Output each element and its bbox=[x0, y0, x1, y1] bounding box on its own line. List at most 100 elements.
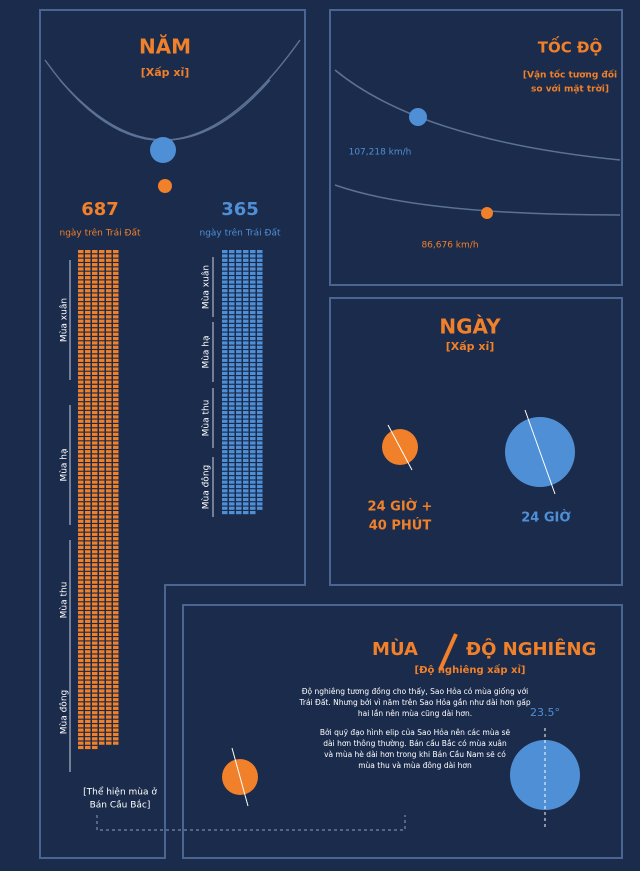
day-square bbox=[236, 376, 242, 380]
day-square bbox=[99, 519, 105, 523]
day-square bbox=[243, 463, 249, 467]
day-square bbox=[236, 358, 242, 362]
day-square bbox=[229, 323, 235, 328]
day-square bbox=[106, 698, 112, 702]
day-square bbox=[243, 467, 249, 471]
day-square bbox=[236, 406, 242, 410]
day-square bbox=[250, 467, 256, 471]
day-square bbox=[99, 450, 105, 454]
day-square bbox=[250, 476, 256, 480]
day-square bbox=[222, 310, 228, 315]
day-square bbox=[243, 280, 249, 284]
day-square bbox=[85, 289, 91, 293]
day-square bbox=[106, 541, 112, 545]
day-square bbox=[250, 371, 256, 375]
day-square bbox=[85, 371, 91, 375]
day-square bbox=[243, 402, 249, 406]
day-square bbox=[236, 502, 242, 506]
day-square bbox=[92, 384, 98, 389]
day-square bbox=[85, 441, 91, 445]
day-square bbox=[257, 250, 263, 254]
day-square bbox=[243, 250, 249, 254]
day-square bbox=[113, 506, 119, 510]
day-square bbox=[85, 463, 91, 467]
day-square bbox=[243, 493, 249, 497]
day-square bbox=[92, 371, 98, 375]
day-square bbox=[222, 419, 228, 423]
day-square bbox=[99, 424, 105, 428]
day-square bbox=[85, 297, 91, 302]
day-square bbox=[85, 376, 91, 380]
day-square bbox=[257, 463, 263, 467]
day-square bbox=[99, 650, 105, 654]
day-square bbox=[229, 458, 235, 462]
day-square bbox=[113, 524, 119, 528]
day-square bbox=[92, 563, 98, 567]
day-square bbox=[113, 389, 119, 393]
day-square bbox=[243, 389, 249, 393]
day-square bbox=[78, 441, 84, 445]
day-square bbox=[92, 297, 98, 302]
day-square bbox=[78, 571, 84, 576]
subtitle: [Độ nghiêng xấp xỉ] bbox=[415, 663, 526, 676]
day-square bbox=[85, 671, 91, 676]
day-square bbox=[106, 380, 112, 384]
day-square bbox=[229, 476, 235, 480]
day-square bbox=[250, 289, 256, 293]
day-square bbox=[243, 306, 249, 310]
day-square bbox=[85, 393, 91, 397]
day-square bbox=[106, 715, 112, 719]
day-square bbox=[106, 419, 112, 423]
day-square bbox=[236, 471, 242, 476]
day-square bbox=[85, 341, 91, 345]
day-square bbox=[106, 489, 112, 493]
day-square bbox=[106, 402, 112, 406]
day-square bbox=[222, 450, 228, 454]
day-square bbox=[85, 689, 91, 693]
day-square bbox=[236, 484, 242, 489]
day-square bbox=[92, 706, 98, 710]
earth-planet bbox=[510, 740, 580, 810]
day-square bbox=[106, 454, 112, 458]
day-square bbox=[113, 358, 119, 362]
day-square bbox=[113, 676, 119, 680]
day-square bbox=[78, 297, 84, 302]
day-square bbox=[113, 323, 119, 328]
day-square bbox=[99, 345, 105, 349]
day-square bbox=[85, 515, 91, 519]
day-square bbox=[113, 432, 119, 436]
day-square bbox=[243, 319, 249, 323]
day-square bbox=[250, 450, 256, 454]
day-square bbox=[85, 402, 91, 406]
day-square bbox=[106, 693, 112, 697]
title: NĂM bbox=[139, 35, 191, 59]
day-square bbox=[106, 484, 112, 489]
day-square bbox=[106, 645, 112, 650]
day-square bbox=[250, 310, 256, 315]
day-square bbox=[78, 506, 84, 510]
day-square bbox=[113, 263, 119, 267]
day-square bbox=[222, 250, 228, 254]
day-square bbox=[229, 293, 235, 297]
day-square bbox=[92, 511, 98, 515]
day-square bbox=[222, 323, 228, 328]
day-square bbox=[85, 728, 91, 732]
day-square bbox=[85, 284, 91, 288]
day-square bbox=[106, 493, 112, 497]
day-square bbox=[78, 332, 84, 336]
day-square bbox=[113, 511, 119, 515]
day-square bbox=[106, 384, 112, 389]
day-square bbox=[250, 511, 256, 515]
day-square bbox=[236, 284, 242, 288]
day-square bbox=[229, 389, 235, 393]
day-square bbox=[222, 337, 228, 341]
day-square bbox=[106, 524, 112, 528]
day-square bbox=[92, 410, 98, 415]
day-square bbox=[85, 545, 91, 549]
day-square bbox=[92, 402, 98, 406]
orbit bbox=[334, 184, 621, 216]
day-square bbox=[92, 380, 98, 384]
day-square bbox=[106, 345, 112, 349]
day-square bbox=[106, 458, 112, 462]
paragraph-line: Bởi quỹ đạo hình elip của Sao Hỏa nên cá… bbox=[320, 728, 511, 737]
